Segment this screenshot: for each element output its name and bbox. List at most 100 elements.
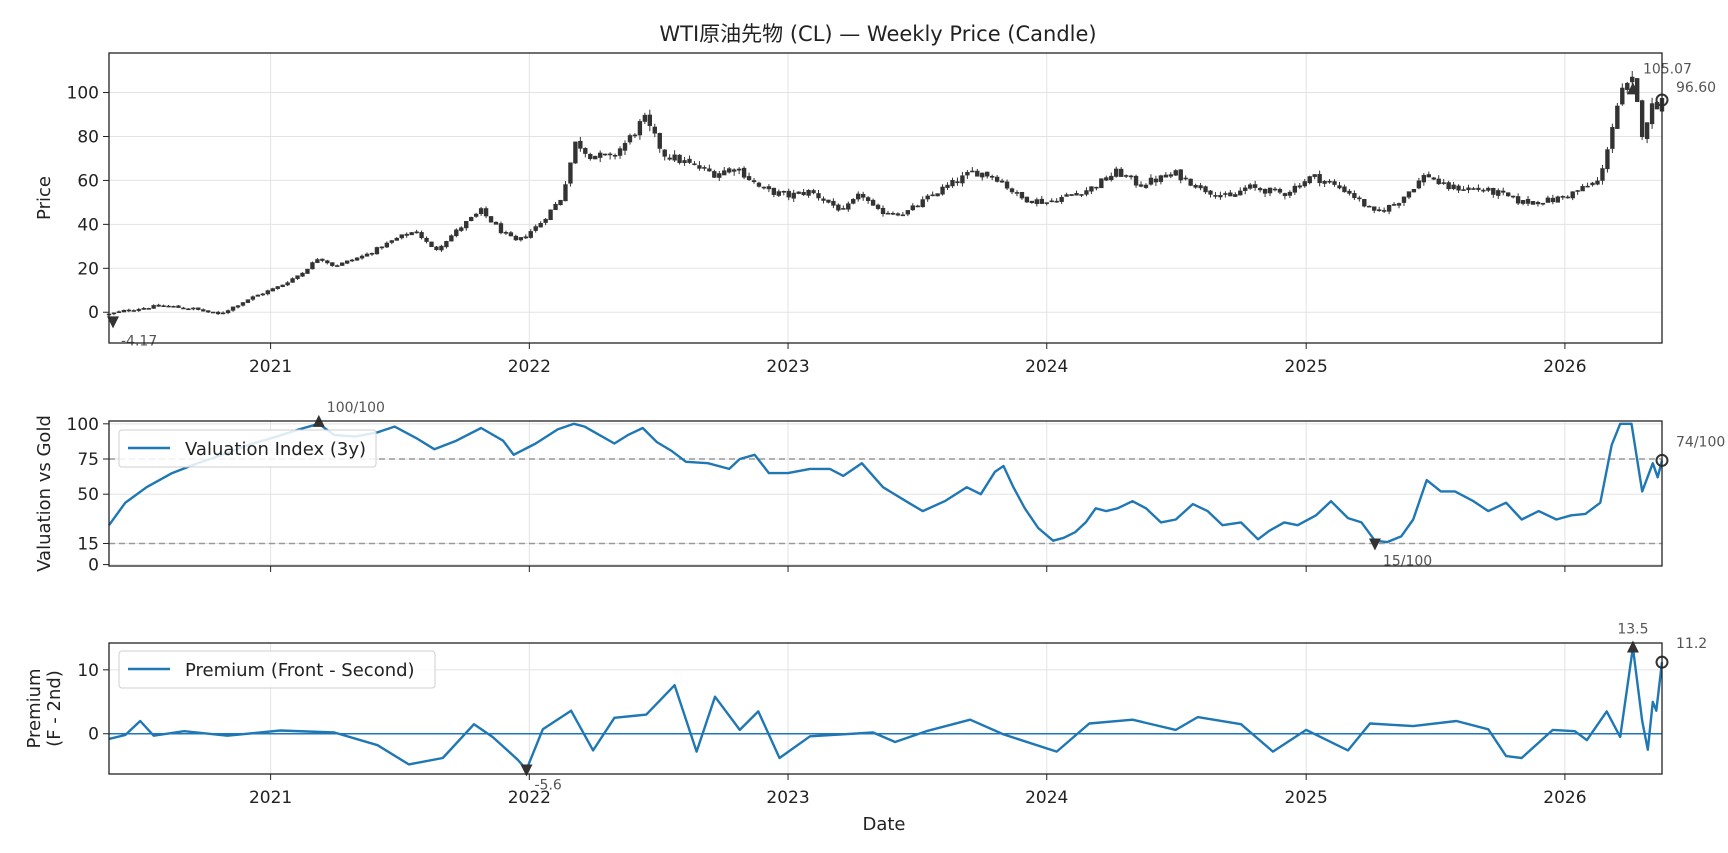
x-tick-label: 2022 [508,357,551,377]
y-tick-label: 60 [77,171,99,191]
candle-body [201,309,206,312]
candle-body [543,218,548,223]
max-marker [1626,82,1639,95]
candle-body [1133,175,1139,186]
plot-area [109,53,1662,343]
x-tick-label: 2022 [508,788,551,808]
valuation-panel: 015 50 75 100 Valuation vs Gold 100/100 15/100… [34,400,1725,576]
y-axis-title: Premium [24,668,45,748]
candle-body [384,242,390,248]
min-value-label: -4.17 [121,333,157,349]
candle-body [731,169,737,172]
candle-body [865,197,871,202]
candle-body [682,160,687,164]
chart-title: WTI原油先物 (CL) — Weekly Price (Candle) [659,22,1096,46]
candle-body [1079,194,1084,196]
candle-body [1208,190,1213,195]
candle-body [1228,192,1233,197]
candle-body [235,305,241,308]
candle-body [186,308,191,311]
candle-body [1252,184,1258,188]
candle-body [652,126,657,134]
candle-body [811,190,816,194]
candle-body [369,253,375,255]
candle-body [359,255,365,259]
candle-body [1114,168,1119,177]
candle-body [722,170,727,176]
candle-body [404,233,409,236]
candle-body [707,168,712,172]
candle-body [379,246,385,249]
candle-body [394,237,399,241]
candle-body [1620,87,1625,105]
y-tick-label: 10 [77,661,99,681]
candle-body [860,194,866,198]
candle-body [434,246,439,251]
candle-body [662,149,667,157]
candle-body [1312,174,1317,177]
candle-body [116,311,122,313]
candle-body [250,296,256,300]
candle-body [622,143,628,151]
candle-body [1138,184,1144,187]
panel-frame [108,642,1663,775]
candle-body [1362,199,1367,207]
candle-body [305,268,310,274]
candle-body [1069,194,1074,196]
candle-body [1104,177,1109,181]
candle-body [593,155,598,160]
candle-body [1386,204,1392,212]
candle-body [796,191,801,194]
candle-body [325,260,330,264]
panel-frame [108,52,1663,344]
candle-body [1451,184,1456,190]
candle-body [612,155,618,157]
candle-body [870,199,876,206]
candle-body [548,209,553,221]
candle-body [1446,182,1451,190]
candle-body [712,171,717,178]
candle-body [1367,205,1372,208]
candle-body [478,208,484,215]
candle-body [206,310,211,313]
candle-body [573,141,578,164]
candle-body [1545,197,1551,203]
legend-box [118,429,377,468]
premium-line [108,646,1664,771]
candle-body [1267,187,1273,194]
candle-body [985,171,990,177]
candle-body [980,172,985,178]
candle-body [915,205,920,208]
candle-body [702,167,707,169]
candle-body [211,311,216,314]
candle-body [880,207,886,215]
candle-body [1238,190,1243,196]
candle-body [598,152,603,158]
candle-body [1109,175,1114,181]
candle-body [856,193,861,200]
candle-body [955,181,960,184]
candle-body [1540,202,1546,205]
candle-body [414,231,419,234]
candle-body [1476,187,1481,190]
candle-body [483,208,489,217]
candle-body [171,305,176,308]
candle-body [1004,181,1010,189]
candle-body [508,232,514,237]
candle-body [285,282,290,286]
candle-body [523,236,528,239]
candle-body [1510,195,1516,198]
candle-body [419,232,424,239]
candle-body [632,134,638,137]
candle-body [1034,199,1040,205]
max-value-label: 105.07 [1643,61,1692,77]
x-tick-label: 2023 [766,357,809,377]
candle-body [310,262,315,270]
candle-body [1128,175,1134,178]
candle-body [761,186,767,189]
legend-label: Valuation Index (3y) [185,439,366,460]
candle-body [1456,185,1461,191]
candle-body [1178,169,1183,181]
candle-body [1059,197,1064,202]
candle-body [1153,178,1159,183]
